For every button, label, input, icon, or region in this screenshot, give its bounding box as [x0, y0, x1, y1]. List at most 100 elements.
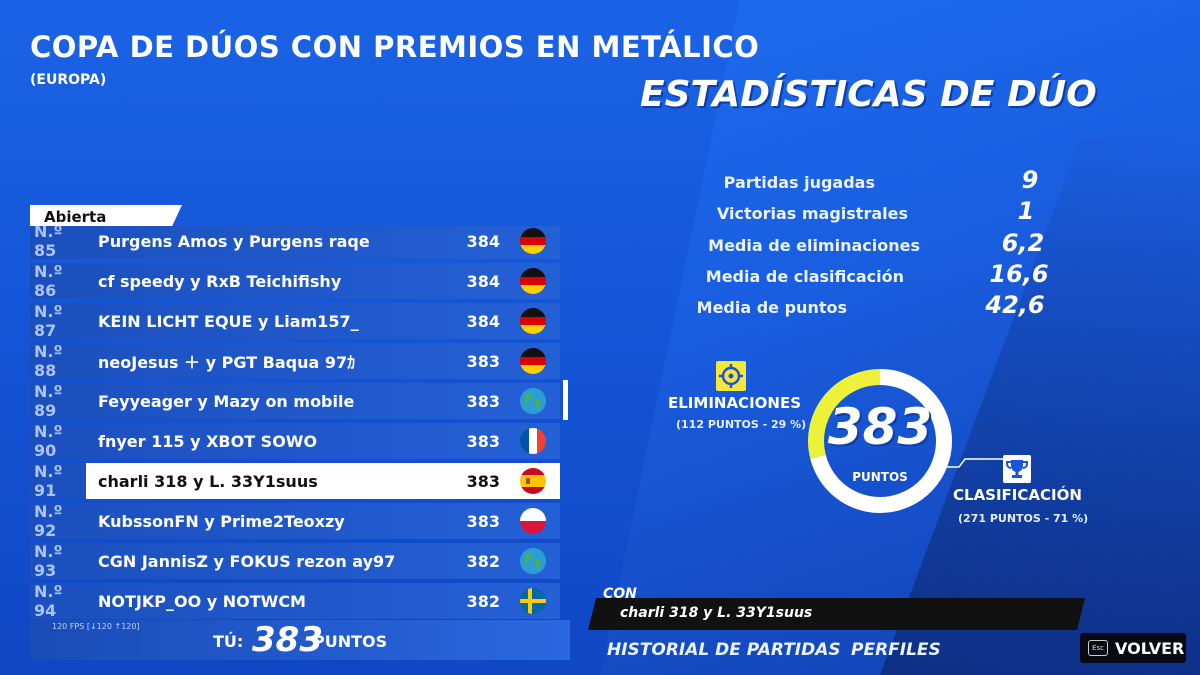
germany-flag-icon: [520, 268, 546, 294]
your-points-unit: PUNTOS: [313, 632, 388, 651]
row-rank: N.º 91: [34, 462, 63, 500]
row-rank: N.º 88: [34, 342, 63, 380]
row-points: 383: [466, 391, 500, 411]
row-content: Feyyeager y Mazy on mobile 383: [86, 383, 560, 419]
page-title: COPA DE DÚOS CON PREMIOS EN METÁLICO: [30, 30, 760, 64]
row-duo-names: CGN JannisZ y FOKUS rezon ay97: [98, 551, 396, 571]
eliminations-label: ELIMINACIONES: [668, 394, 802, 412]
row-content: KubssonFN y Prime2Teoxzy 383: [86, 503, 560, 539]
row-rank: N.º 89: [34, 382, 63, 420]
row-points: 383: [466, 511, 500, 531]
scrollbar[interactable]: [563, 380, 568, 420]
stat-label: Media de clasificación: [705, 267, 904, 286]
placement-label: CLASIFICACIÓN: [953, 486, 1082, 504]
row-duo-names: KubssonFN y Prime2Teoxzy: [98, 511, 345, 531]
row-content: KEIN LICHT EQUE y Liam157_ 384: [86, 303, 560, 339]
row-duo-names: Feyyeager y Mazy on mobile: [98, 391, 355, 411]
partner-con-label: CON: [603, 586, 637, 602]
your-points: 383: [252, 620, 323, 660]
row-rank: N.º 93: [34, 542, 63, 580]
row-rank: N.º 92: [34, 502, 63, 540]
stat-value: 42,6: [985, 291, 1045, 319]
back-label: VOLVER: [1115, 638, 1185, 658]
poland-flag-icon: [520, 508, 546, 534]
germany-flag-icon: [520, 228, 546, 254]
match-history-link[interactable]: HISTORIAL DE PARTIDAS: [607, 640, 841, 660]
stat-value: 6,2: [1001, 229, 1045, 257]
row-duo-names: charli 318 y L. 33Y1suus: [98, 471, 318, 491]
table-row[interactable]: N.º 85 Purgens Amos y Purgens raqe 384: [30, 226, 560, 260]
row-content: NOTJKP_OO y NOTWCM 382: [86, 583, 560, 619]
row-points: 382: [466, 551, 500, 571]
table-row[interactable]: N.º 94 NOTJKP_OO y NOTWCM 382: [30, 582, 560, 620]
back-button[interactable]: Esc VOLVER: [1080, 633, 1186, 663]
row-points: 384: [466, 271, 500, 291]
row-content: charli 318 y L. 33Y1suus 383: [86, 463, 560, 499]
row-points: 383: [466, 351, 500, 371]
connector-line: [947, 458, 1003, 468]
eliminations-arc: [808, 369, 881, 459]
row-points: 384: [466, 231, 500, 251]
france-flag-icon: [520, 428, 546, 454]
row-rank: N.º 90: [34, 422, 63, 460]
row-points: 383: [466, 471, 500, 491]
your-score-bar: [30, 620, 570, 660]
row-duo-names: cf speedy y RxB Teichifishy: [98, 271, 342, 291]
globe-flag-icon: [520, 388, 546, 414]
points-donut-chart: [808, 369, 952, 513]
stat-label: Victorias magistrales: [716, 204, 908, 223]
table-row[interactable]: N.º 92 KubssonFN y Prime2Teoxzy 383: [30, 502, 560, 540]
table-row[interactable]: N.º 87 KEIN LICHT EQUE y Liam157_ 384: [30, 302, 560, 340]
germany-flag-icon: [520, 308, 546, 334]
table-row[interactable]: N.º 93 CGN JannisZ y FOKUS rezon ay97 382: [30, 542, 560, 580]
donut-total: 383: [827, 398, 933, 456]
row-content: fnyer 115 y XBOT SOWO 383: [86, 423, 560, 459]
row-points: 383: [466, 431, 500, 451]
row-highlight: [86, 463, 560, 499]
profiles-link[interactable]: PERFILES: [851, 640, 941, 660]
row-content: neoJesus ＋ y PGT Baqua 97ｶ 383: [86, 343, 560, 379]
table-row[interactable]: N.º 88 neoJesus ＋ y PGT Baqua 97ｶ 383: [30, 342, 560, 380]
row-content: cf speedy y RxB Teichifishy 384: [86, 263, 560, 299]
your-label: TÚ:: [213, 632, 244, 651]
globe-flag-icon: [520, 548, 546, 574]
row-content: Purgens Amos y Purgens raqe 384: [86, 226, 560, 259]
row-duo-names: neoJesus ＋ y PGT Baqua 97ｶ: [98, 353, 356, 372]
sweden-flag-icon: [520, 588, 546, 614]
row-duo-names: fnyer 115 y XBOT SOWO: [98, 431, 318, 451]
trophy-icon: [1003, 455, 1031, 483]
stat-value: 9: [1021, 166, 1039, 194]
row-rank: N.º 87: [34, 302, 63, 340]
esc-key-icon: Esc: [1088, 640, 1108, 656]
eliminations-sub: (112 PUNTOS - 29 %): [676, 418, 807, 431]
leaderboard-list[interactable]: N.º 85 Purgens Amos y Purgens raqe 384 N.º …: [30, 226, 570, 620]
partner-names: charli 318 y L. 33Y1suus: [620, 605, 813, 621]
row-points: 384: [466, 311, 500, 331]
table-row[interactable]: N.º 90 fnyer 115 y XBOT SOWO 383: [30, 422, 560, 460]
stat-label: Partidas jugadas: [723, 173, 875, 192]
row-points: 382: [466, 591, 500, 611]
row-duo-names: KEIN LICHT EQUE y Liam157_: [98, 311, 359, 331]
spain-flag-icon: [520, 468, 546, 494]
placement-sub: (271 PUNTOS - 71 %): [958, 512, 1089, 525]
stat-value: 16,6: [989, 260, 1049, 288]
stat-label: Media de eliminaciones: [708, 236, 920, 255]
row-content: CGN JannisZ y FOKUS rezon ay97 382: [86, 543, 560, 579]
crosshair-icon: [716, 361, 746, 391]
table-row[interactable]: N.º 91 charli 318 y L. 33Y1suus 383: [30, 462, 560, 500]
table-row[interactable]: N.º 89 Feyyeager y Mazy on mobile 383: [30, 382, 560, 420]
donut-unit: PUNTOS: [852, 470, 908, 484]
region-subtitle: (EUROPA): [30, 72, 107, 88]
row-rank: N.º 86: [34, 262, 63, 300]
germany-flag-icon: [520, 348, 546, 374]
stat-label: Media de puntos: [696, 298, 847, 317]
placement-arc: [810, 369, 952, 513]
table-row[interactable]: N.º 86 cf speedy y RxB Teichifishy 384: [30, 262, 560, 300]
fps-counter: 120 FPS [↓120 ↑120]: [52, 622, 140, 631]
row-duo-names: Purgens Amos y Purgens raqe: [98, 231, 370, 251]
row-duo-names: NOTJKP_OO y NOTWCM: [98, 591, 306, 611]
partner-bar: [588, 598, 1085, 630]
duo-stats-title: ESTADÍSTICAS DE DÚO: [640, 74, 1097, 115]
row-rank: N.º 94: [34, 582, 63, 620]
row-rank: N.º 85: [34, 226, 63, 260]
